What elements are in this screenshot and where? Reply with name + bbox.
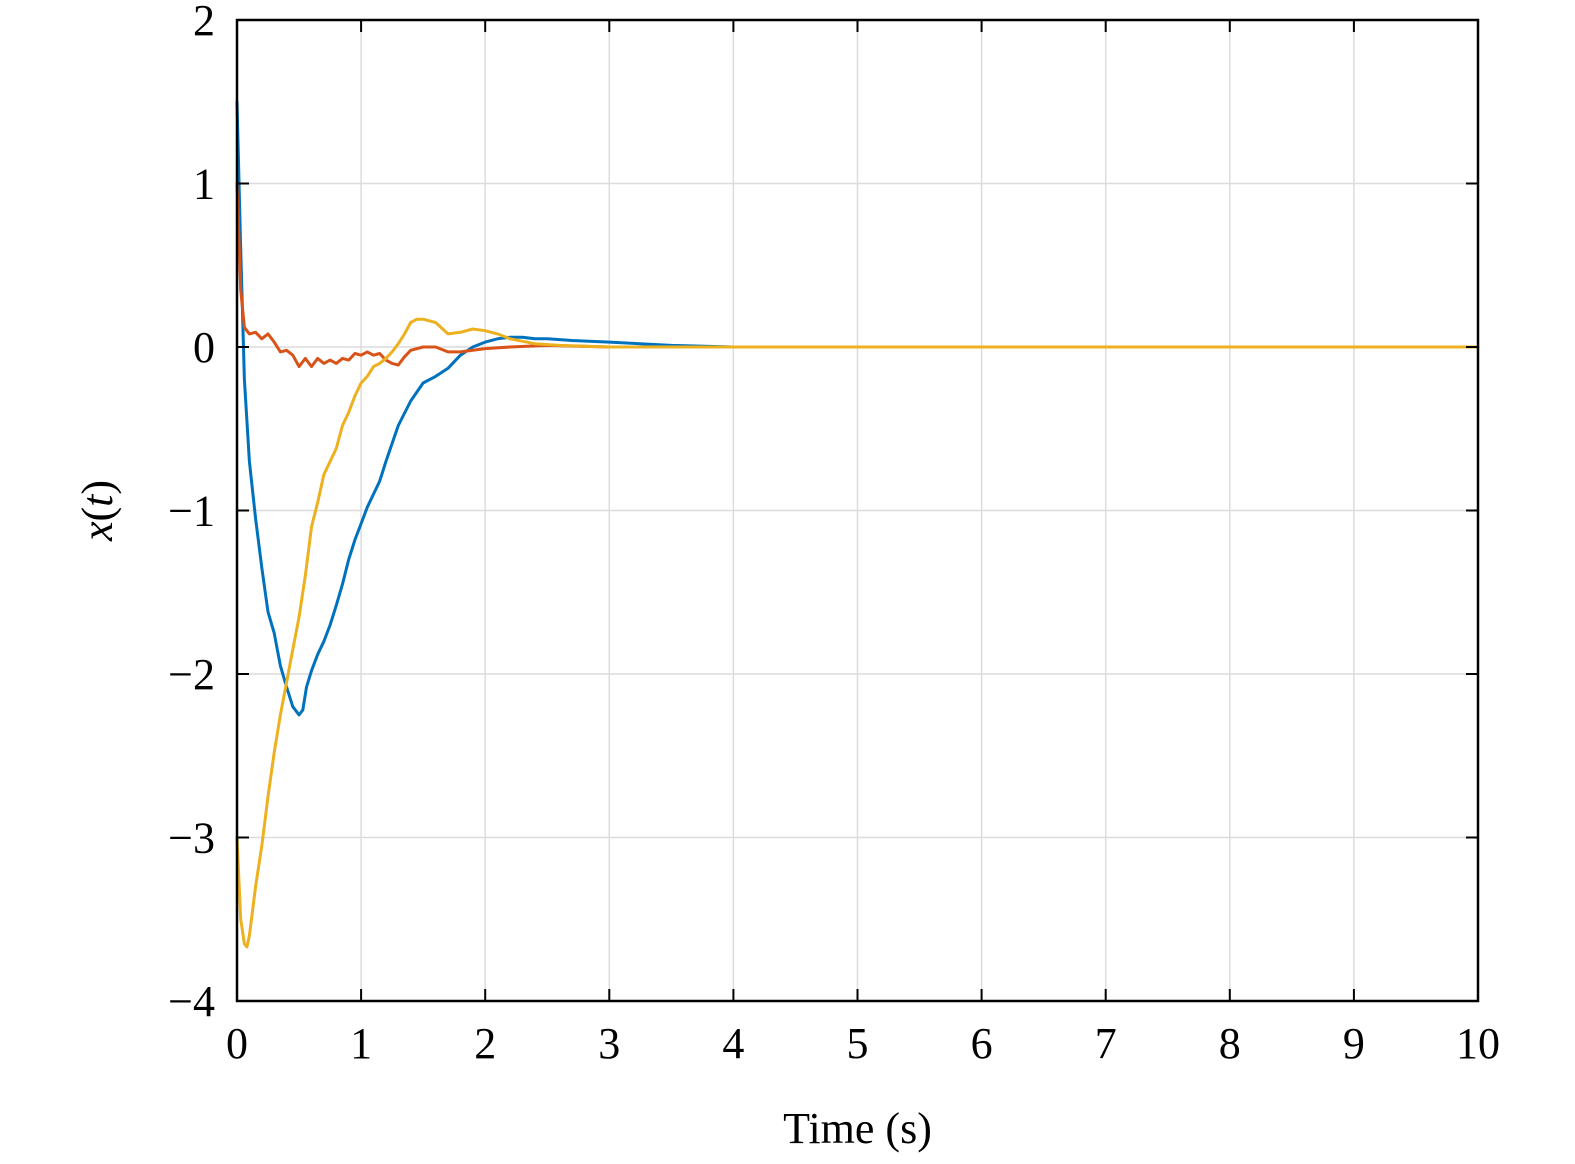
- y-axis-label-open: (: [73, 507, 122, 522]
- x-tick-label: 1: [350, 1019, 372, 1068]
- y-tick-label: 2: [193, 0, 215, 45]
- y-tick-label: −4: [168, 977, 215, 1026]
- x-tick-label: 2: [474, 1019, 496, 1068]
- y-axis-label-arg: t: [73, 493, 122, 507]
- y-axis-label-close: ): [73, 480, 122, 495]
- x-tick-label: 8: [1219, 1019, 1241, 1068]
- x-tick-label: 3: [598, 1019, 620, 1068]
- y-tick-label: −1: [168, 487, 215, 536]
- y-axis-label-var: x: [73, 521, 122, 542]
- x-tick-label: 7: [1095, 1019, 1117, 1068]
- x-tick-label: 6: [971, 1019, 993, 1068]
- x-axis-label: Time (s): [783, 1104, 932, 1153]
- x-tick-label: 0: [226, 1019, 248, 1068]
- tick-marks: [236, 19, 1479, 1002]
- y-tick-label: −2: [168, 650, 215, 699]
- y-tick-label: −3: [168, 814, 215, 863]
- y-tick-label: 1: [193, 160, 215, 209]
- grid-lines: [236, 19, 1479, 1002]
- x-tick-label: 4: [722, 1019, 744, 1068]
- y-tick-label: 0: [193, 323, 215, 372]
- series-lines: [235, 100, 1480, 949]
- y-axis-label: x(t): [73, 480, 122, 542]
- series-line-2: [235, 182, 1480, 369]
- series-line-3: [235, 317, 1480, 949]
- x-tick-label: 10: [1456, 1019, 1500, 1068]
- y-tick-labels: −4 −3 −2 −1 0 1 2: [168, 0, 215, 1026]
- x-tick-labels: 0 1 2 3 4 5 6 7 8 9 10: [226, 1019, 1500, 1068]
- x-tick-label: 9: [1343, 1019, 1365, 1068]
- series-line-1: [235, 100, 1480, 717]
- x-tick-label: 5: [847, 1019, 869, 1068]
